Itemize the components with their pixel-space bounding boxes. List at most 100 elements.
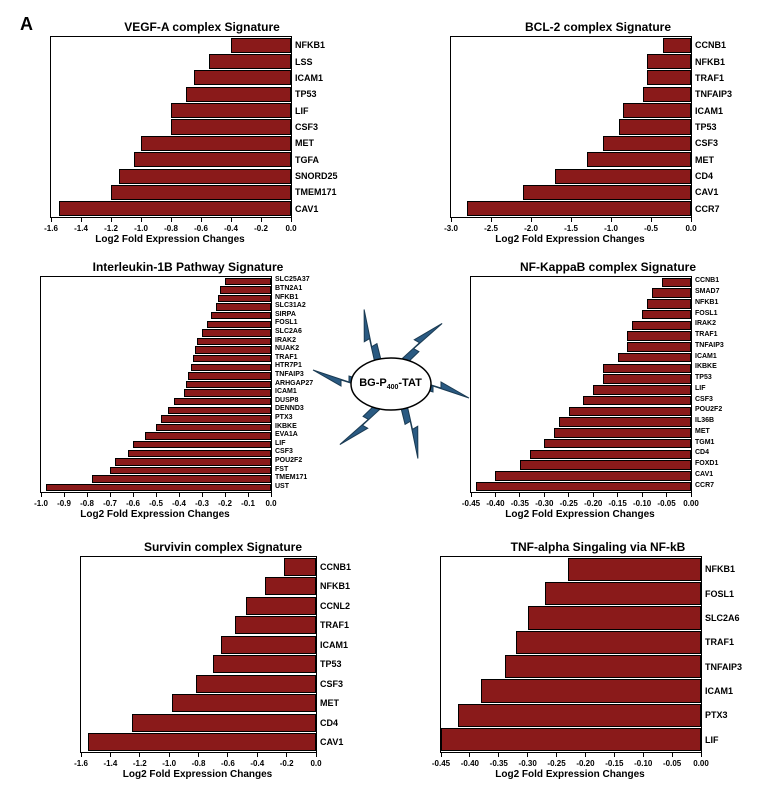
- tick-label: -1.6: [44, 224, 58, 233]
- bar: [128, 450, 271, 457]
- bar: [145, 432, 272, 439]
- bar: [642, 310, 691, 320]
- bar: [441, 728, 701, 751]
- bar: [46, 484, 271, 491]
- tick-label: -0.45: [432, 759, 450, 768]
- bar: [643, 87, 691, 102]
- bar: [495, 471, 691, 481]
- chart-vegfa: VEGF-A complex SignatureNFKB1LSSICAM1TP5…: [50, 20, 354, 245]
- bar: [197, 338, 271, 345]
- bar: [618, 353, 691, 363]
- bar: [221, 636, 316, 654]
- bar: [213, 655, 316, 673]
- bar-label: IRAK2: [275, 337, 296, 344]
- bar: [663, 38, 691, 53]
- bar-label: TRAF1: [320, 620, 349, 630]
- bar: [171, 119, 291, 134]
- tick-label: -1.2: [133, 759, 147, 768]
- tick-label: -1.0: [34, 499, 48, 508]
- bar-label: TNFAIP3: [695, 342, 724, 349]
- bar: [246, 597, 317, 615]
- bar: [652, 288, 691, 298]
- x-axis-label: Log2 Fold Expression Changes: [470, 509, 690, 520]
- tick-label: -0.40: [461, 759, 479, 768]
- bar-label: IKBKE: [275, 423, 297, 430]
- tick-label: -1.6: [74, 759, 88, 768]
- bar-label: IKBKE: [695, 363, 717, 370]
- chart-title: Survivin complex Signature: [80, 540, 366, 554]
- bar-label: CD4: [320, 718, 338, 728]
- bar: [627, 342, 691, 352]
- tick-label: 0.0: [310, 759, 321, 768]
- bar-label: ICAM1: [695, 353, 717, 360]
- chart-title: BCL-2 complex Signature: [450, 20, 746, 34]
- bar: [88, 733, 316, 751]
- bar-label: ARHGAP27: [275, 380, 313, 387]
- bar-label: ICAM1: [705, 686, 733, 696]
- x-axis-label: Log2 Fold Expression Changes: [40, 509, 270, 520]
- tick-label: -0.05: [663, 759, 681, 768]
- bar-label: SNORD25: [295, 171, 338, 181]
- bar-label: CSF3: [320, 679, 343, 689]
- bar: [216, 303, 271, 310]
- tick-label: -0.15: [609, 499, 627, 508]
- bar-label: BTN2A1: [275, 285, 302, 292]
- bar: [559, 417, 691, 427]
- tick-label: -0.2: [280, 759, 294, 768]
- bar: [92, 475, 271, 482]
- bar: [133, 441, 271, 448]
- tick-label: 0.00: [683, 499, 699, 508]
- bar-label: CD4: [695, 449, 709, 456]
- bar-label: SLC25A37: [275, 276, 310, 283]
- bar-label: TNFAIP3: [275, 371, 304, 378]
- bar-label: CAV1: [695, 471, 713, 478]
- tick-label: -1.4: [74, 224, 88, 233]
- bar-label: TRAF1: [695, 73, 724, 83]
- bar-label: PTX3: [275, 414, 293, 421]
- tick-label: -0.45: [462, 499, 480, 508]
- bar-label: SMAD7: [695, 288, 720, 295]
- tick-label: -0.35: [511, 499, 529, 508]
- bar-label: POU2F2: [695, 406, 722, 413]
- bar: [516, 631, 701, 654]
- tick-label: -2.5: [484, 224, 498, 233]
- tick-label: -1.2: [104, 224, 118, 233]
- bar: [188, 372, 271, 379]
- tick-label: -0.20: [576, 759, 594, 768]
- bar: [619, 119, 691, 134]
- chart-bcl2: BCL-2 complex Signature CCNB1NFKB1TRAF1TN…: [450, 20, 746, 245]
- bar: [467, 201, 691, 216]
- chart-nfkb: NF-KappaB complex SignatureCCNB1SMAD7NFK…: [470, 260, 746, 520]
- bar-label: TRAF1: [275, 354, 298, 361]
- tick-label: 0.0: [685, 224, 696, 233]
- tick-label: -0.8: [164, 224, 178, 233]
- bar-label: CSF3: [695, 396, 713, 403]
- bar: [186, 87, 291, 102]
- bar-label: TP53: [320, 659, 342, 669]
- plot-area: CCNB1NFKB1TRAF1TNFAIP3ICAM1TP53CSF3METCD…: [450, 36, 692, 218]
- bar: [115, 458, 271, 465]
- tick-label: -0.4: [224, 224, 238, 233]
- chart-il1b: Interleukin-1B Pathway SignatureSLC25A37…: [40, 260, 336, 520]
- tick-label: -0.6: [221, 759, 235, 768]
- tick-label: -0.10: [633, 499, 651, 508]
- bar-label: ICAM1: [695, 106, 723, 116]
- bar-label: MET: [320, 698, 339, 708]
- bar: [265, 577, 316, 595]
- bar-label: IL36B: [695, 417, 714, 424]
- bar: [211, 312, 271, 319]
- bar-label: ICAM1: [295, 73, 323, 83]
- bar: [662, 278, 691, 288]
- bar-label: CD4: [695, 171, 713, 181]
- bar-label: SLC2A6: [705, 613, 740, 623]
- plot-area: NFKB1LSSICAM1TP53LIFCSF3METTGFASNORD25TM…: [50, 36, 292, 218]
- bar: [191, 364, 272, 371]
- bar: [520, 460, 691, 470]
- bar-label: DENND3: [275, 405, 304, 412]
- bar-label: EVA1A: [275, 431, 298, 438]
- bar: [603, 374, 691, 384]
- bar-label: IRAK2: [695, 320, 716, 327]
- tick-label: -0.20: [584, 499, 602, 508]
- tick-label: -2.0: [524, 224, 538, 233]
- bar-label: POU2F2: [275, 457, 302, 464]
